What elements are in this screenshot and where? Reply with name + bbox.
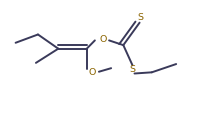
Text: O: O bbox=[99, 35, 107, 44]
Text: O: O bbox=[88, 68, 96, 77]
Text: S: S bbox=[138, 13, 144, 22]
Text: S: S bbox=[129, 65, 136, 74]
